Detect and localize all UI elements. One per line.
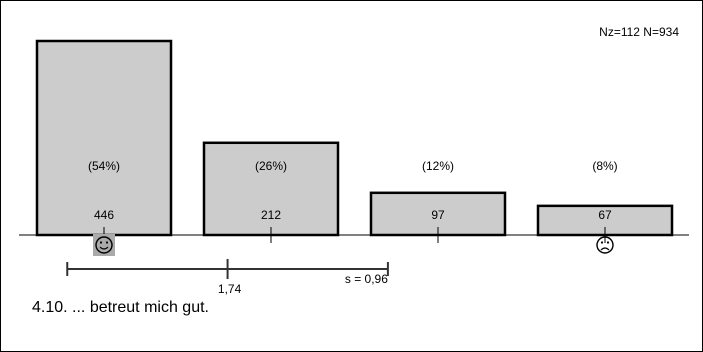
sd-label: s = 0,96 [345, 272, 388, 286]
smiley-sad-icon [596, 236, 614, 254]
percent-label: (26%) [255, 159, 287, 173]
percent-label: (12%) [422, 159, 454, 173]
smiley-happy-icon [93, 234, 115, 256]
bar-1 [35, 39, 173, 237]
percent-label: (8%) [592, 159, 617, 173]
value-label: 446 [94, 208, 114, 222]
mean-label: 1,74 [218, 282, 242, 296]
value-label: 67 [598, 208, 612, 222]
question-caption: 4.10. ... betreut mich gut. [32, 299, 209, 316]
value-label: 97 [431, 208, 445, 222]
percent-label: (54%) [88, 159, 120, 173]
chart-header: Nz=112 N=934 [599, 25, 679, 39]
value-label: 212 [261, 208, 281, 222]
